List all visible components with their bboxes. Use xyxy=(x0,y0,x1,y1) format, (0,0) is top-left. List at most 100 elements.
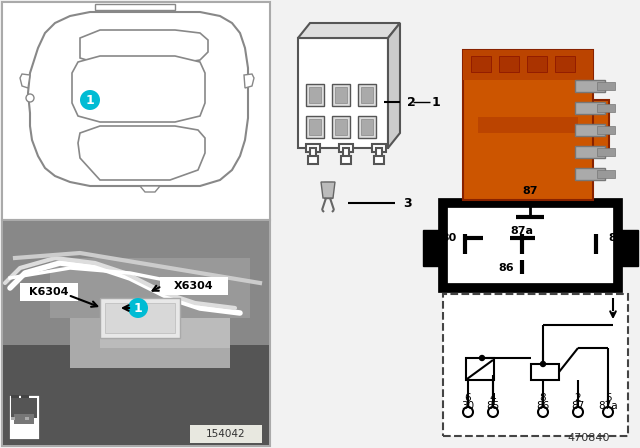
Polygon shape xyxy=(298,23,400,38)
Circle shape xyxy=(488,407,498,417)
Text: 1: 1 xyxy=(86,94,94,107)
Text: K6304: K6304 xyxy=(29,287,68,297)
Circle shape xyxy=(603,407,613,417)
Bar xyxy=(499,56,519,72)
Bar xyxy=(376,148,382,160)
Bar xyxy=(575,146,605,158)
Text: 87: 87 xyxy=(572,401,584,411)
Bar xyxy=(575,80,605,92)
Bar xyxy=(443,203,618,288)
Bar xyxy=(531,364,559,380)
Bar xyxy=(306,84,324,106)
Bar xyxy=(466,358,494,380)
Circle shape xyxy=(479,356,484,361)
Bar xyxy=(471,56,491,72)
Bar xyxy=(343,148,349,160)
Text: 87: 87 xyxy=(522,186,538,196)
Bar xyxy=(575,124,605,136)
Bar xyxy=(332,84,350,106)
Bar xyxy=(597,170,615,178)
Bar xyxy=(3,345,269,445)
Bar xyxy=(20,283,78,301)
Bar xyxy=(309,119,321,135)
Bar xyxy=(100,268,230,348)
Text: 470840: 470840 xyxy=(568,433,610,443)
Bar xyxy=(423,230,445,266)
Text: 30: 30 xyxy=(461,401,475,411)
Bar xyxy=(335,87,347,103)
Bar xyxy=(527,56,547,72)
Bar xyxy=(309,87,321,103)
Polygon shape xyxy=(244,74,254,88)
Polygon shape xyxy=(72,56,205,122)
Text: 8: 8 xyxy=(540,393,547,403)
Bar xyxy=(597,82,615,90)
Circle shape xyxy=(26,94,34,102)
Bar xyxy=(463,50,593,200)
Text: 3: 3 xyxy=(403,197,412,210)
Bar xyxy=(25,417,29,420)
Bar xyxy=(335,119,347,135)
Bar xyxy=(298,38,388,148)
Bar xyxy=(575,168,605,180)
Bar xyxy=(11,417,15,420)
Text: 1: 1 xyxy=(134,302,142,314)
Text: 4: 4 xyxy=(490,393,496,403)
Bar xyxy=(339,144,353,152)
Bar xyxy=(306,144,320,152)
Bar xyxy=(361,119,373,135)
Circle shape xyxy=(573,407,583,417)
Text: 87a: 87a xyxy=(598,401,618,411)
Bar xyxy=(358,116,376,138)
Polygon shape xyxy=(388,23,400,148)
Bar xyxy=(332,116,350,138)
Bar xyxy=(3,221,269,445)
Circle shape xyxy=(541,362,545,366)
Bar xyxy=(308,156,318,164)
Bar xyxy=(14,414,34,424)
Circle shape xyxy=(80,90,100,110)
Bar xyxy=(478,117,578,133)
Text: 2: 2 xyxy=(407,95,416,108)
Text: 86: 86 xyxy=(536,401,550,411)
Bar xyxy=(190,425,262,443)
Bar xyxy=(2,2,270,220)
Bar xyxy=(463,50,593,80)
Text: 1: 1 xyxy=(432,95,441,108)
Text: 154042: 154042 xyxy=(206,429,246,439)
Bar xyxy=(50,258,250,318)
Bar xyxy=(306,116,324,138)
Bar xyxy=(372,144,386,152)
Bar xyxy=(555,56,575,72)
Bar xyxy=(358,84,376,106)
Polygon shape xyxy=(140,186,160,192)
Bar xyxy=(575,102,605,114)
Bar xyxy=(597,126,615,134)
Text: X6304: X6304 xyxy=(174,281,214,291)
Text: 85: 85 xyxy=(608,233,623,243)
Circle shape xyxy=(128,298,148,318)
Polygon shape xyxy=(20,74,30,88)
Text: 86: 86 xyxy=(499,263,514,273)
Bar xyxy=(361,87,373,103)
Bar xyxy=(443,294,628,436)
Bar xyxy=(100,298,180,338)
Polygon shape xyxy=(321,182,335,198)
Text: 85: 85 xyxy=(486,401,500,411)
Text: 6: 6 xyxy=(465,393,471,403)
Polygon shape xyxy=(80,30,208,64)
Bar xyxy=(591,100,609,150)
Bar xyxy=(160,277,228,295)
Circle shape xyxy=(538,407,548,417)
Polygon shape xyxy=(78,126,205,180)
Bar xyxy=(341,156,351,164)
Bar xyxy=(310,148,316,160)
Bar xyxy=(324,182,332,198)
Bar xyxy=(616,230,638,266)
Bar xyxy=(11,398,37,418)
Bar xyxy=(21,395,29,398)
Bar xyxy=(2,220,270,446)
Bar xyxy=(597,148,615,156)
Bar xyxy=(374,156,384,164)
Text: 5: 5 xyxy=(605,393,611,403)
